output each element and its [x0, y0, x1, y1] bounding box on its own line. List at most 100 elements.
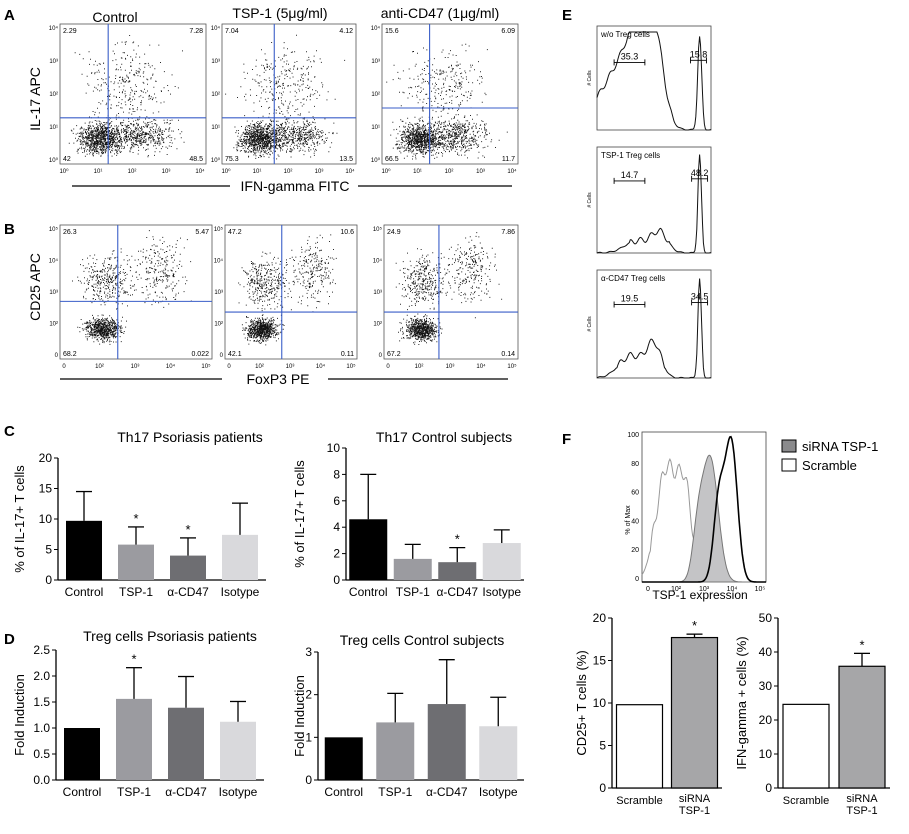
flow-x-tick-label: 10³: [476, 169, 485, 175]
bar: [427, 704, 466, 780]
histogram-f-y-tick: 100: [627, 432, 639, 439]
histogram-f-y-tick: 80: [631, 461, 639, 468]
flow-x-tick-label: 10²: [95, 364, 104, 370]
flow-y-tick-label: 10⁰: [211, 157, 221, 164]
bar: [349, 519, 388, 580]
category-label: Isotype: [219, 785, 258, 799]
category-label: TSP-1: [679, 805, 710, 817]
bar: [838, 665, 886, 789]
quadrant-value-ur: 6.09: [501, 28, 515, 35]
bar-chart-2: 0 2 4 6 8 10 % of IL-17+ T cells Th17 Control s…: [292, 429, 524, 599]
flow-x-tick-label: 10⁴: [507, 168, 517, 175]
flow-y-tick-label: 10³: [373, 290, 382, 296]
gate-marker: [691, 175, 709, 182]
histogram-e-2: TSP-1 Treg cells 14.7 48.2 # Cells: [587, 146, 712, 254]
histogram-label: α-CD47 Treg cells: [601, 274, 665, 283]
histogram-f-y-tick: 0: [635, 576, 639, 583]
y-tick-label: 5: [45, 543, 52, 557]
category-label: Control: [324, 785, 363, 799]
quadrant-value-ul: 26.3: [63, 229, 77, 236]
quadrant-value-lr: 13.5: [339, 156, 353, 163]
flow-x-tick-label: 10³: [446, 364, 455, 370]
y-tick-label: 2: [333, 547, 340, 561]
y-tick-label: 0: [599, 781, 606, 795]
flow-y-tick-label: 10²: [371, 92, 380, 98]
y-tick-label: 10: [327, 441, 341, 455]
histogram-f-y-tick: 60: [631, 490, 639, 497]
category-label: TSP-1: [378, 785, 412, 799]
bar: [116, 698, 152, 780]
flow-plot-a-3: 15.6 6.09 66.5 11.7 10⁰ 10¹ 10² 10³ 10⁴ 10⁴ 10³ 10²…: [371, 23, 519, 175]
gate-marker: [613, 177, 646, 184]
bar: [479, 726, 518, 780]
quadrant-value-ll: 68.2: [63, 351, 77, 358]
quadrant-value-ul: 15.6: [385, 28, 399, 35]
flow-plot-b-3: 24.9 7.86 67.2 0.14 0 10² 10³ 10⁴ 10⁵ 10⁵ 10⁴ 10³ 10…: [373, 224, 519, 370]
flow-y-tick-label: 0: [55, 353, 59, 359]
bar-chart-5: 0 5 10 15 20 CD25+ T cells (%) Scramble * siRNAT…: [574, 611, 722, 817]
bar: [170, 555, 206, 580]
flow-y-tick-label: 10³: [211, 59, 220, 65]
flow-x-tick-label: 10⁴: [195, 168, 205, 175]
category-label: TSP-1: [846, 805, 877, 817]
flow-x-tick-label: 10²: [128, 169, 137, 175]
y-tick-label: 10: [759, 747, 773, 761]
category-label: Control: [63, 785, 102, 799]
y-tick-label: 4: [333, 520, 340, 534]
a-xlabel: IFN-gamma FITC: [241, 178, 350, 194]
flow-y-tick-label: 10⁵: [214, 226, 224, 233]
flow-y-tick-label: 10⁰: [49, 157, 59, 164]
significance-marker: *: [692, 618, 697, 633]
category-label: TSP-1: [117, 785, 151, 799]
category-label: Scramble: [783, 795, 829, 807]
flow-x-tick-label: 10²: [284, 169, 293, 175]
bar: [670, 636, 719, 789]
quadrant-value-lr: 0.11: [341, 351, 354, 358]
flow-y-tick-label: 10²: [49, 322, 58, 328]
flow-dots: [225, 34, 346, 160]
category-label: TSP-1: [119, 585, 153, 599]
histogram-curve: [596, 278, 712, 379]
histogram-e-1: w/o Treg cells 35.3 15.8 # Cells: [587, 25, 712, 131]
y-axis-label: % of IL-17+ T cells: [12, 465, 27, 573]
histogram-frame: [596, 146, 712, 254]
flow-y-tick-label: 10²: [373, 322, 382, 328]
y-tick-label: 1.0: [33, 721, 50, 735]
flow-x-tick-label: 10⁴: [316, 363, 326, 370]
flow-x-tick-label: 10⁰: [221, 168, 231, 175]
chart-title: Th17 Control subjects: [376, 429, 512, 445]
histogram-f-x-tick: 10³: [699, 586, 710, 593]
histogram-f-y-tick: 20: [631, 547, 639, 554]
y-axis-label: % of IL-17+ T cells: [292, 460, 307, 568]
flow-x-tick-label: 10³: [162, 169, 171, 175]
quadrant-value-ll: 42.1: [228, 351, 242, 358]
panel-letter-e: E: [562, 7, 572, 24]
y-tick-label: 10: [39, 512, 53, 526]
gate-value: 48.2: [691, 168, 709, 178]
quadrant-value-ul: 7.04: [225, 28, 239, 35]
flow-x-tick-label: 10⁴: [166, 363, 176, 370]
histogram-f-y-tick: 40: [631, 518, 639, 525]
category-label: siRNA: [679, 793, 711, 805]
legend-label-scramble: Scramble: [802, 458, 857, 473]
f-hist-xlabel: TSP-1 expression: [652, 588, 747, 602]
y-tick-label: 1.5: [33, 695, 50, 709]
flow-x-tick-label: 0: [227, 364, 231, 370]
b-ylabel: CD25 APC: [27, 253, 43, 321]
flow-plot-b-2: 47.2 10.6 42.1 0.11 0 10² 10³ 10⁴ 10⁵ 10⁵ 10⁴ 10³ 10…: [214, 224, 358, 370]
panel-letter-c: C: [4, 423, 15, 440]
flow-x-tick-label: 10⁰: [59, 168, 69, 175]
bar: [482, 543, 521, 580]
flow-dots: [238, 234, 337, 346]
category-label: α-CD47: [426, 785, 468, 799]
flow-plot-frame: [224, 224, 358, 360]
gate-marker: [691, 299, 709, 306]
y-tick-label: 15: [593, 654, 607, 668]
flow-y-tick-label: 0: [379, 353, 383, 359]
flow-plot-frame: [383, 224, 519, 360]
category-label: Control: [349, 585, 388, 599]
flow-y-tick-label: 10³: [371, 59, 380, 65]
flow-y-tick-label: 10²: [214, 322, 223, 328]
bar-chart-6: 0 10 20 30 40 50 IFN-gamma + cells (%) Scramble…: [734, 611, 890, 817]
